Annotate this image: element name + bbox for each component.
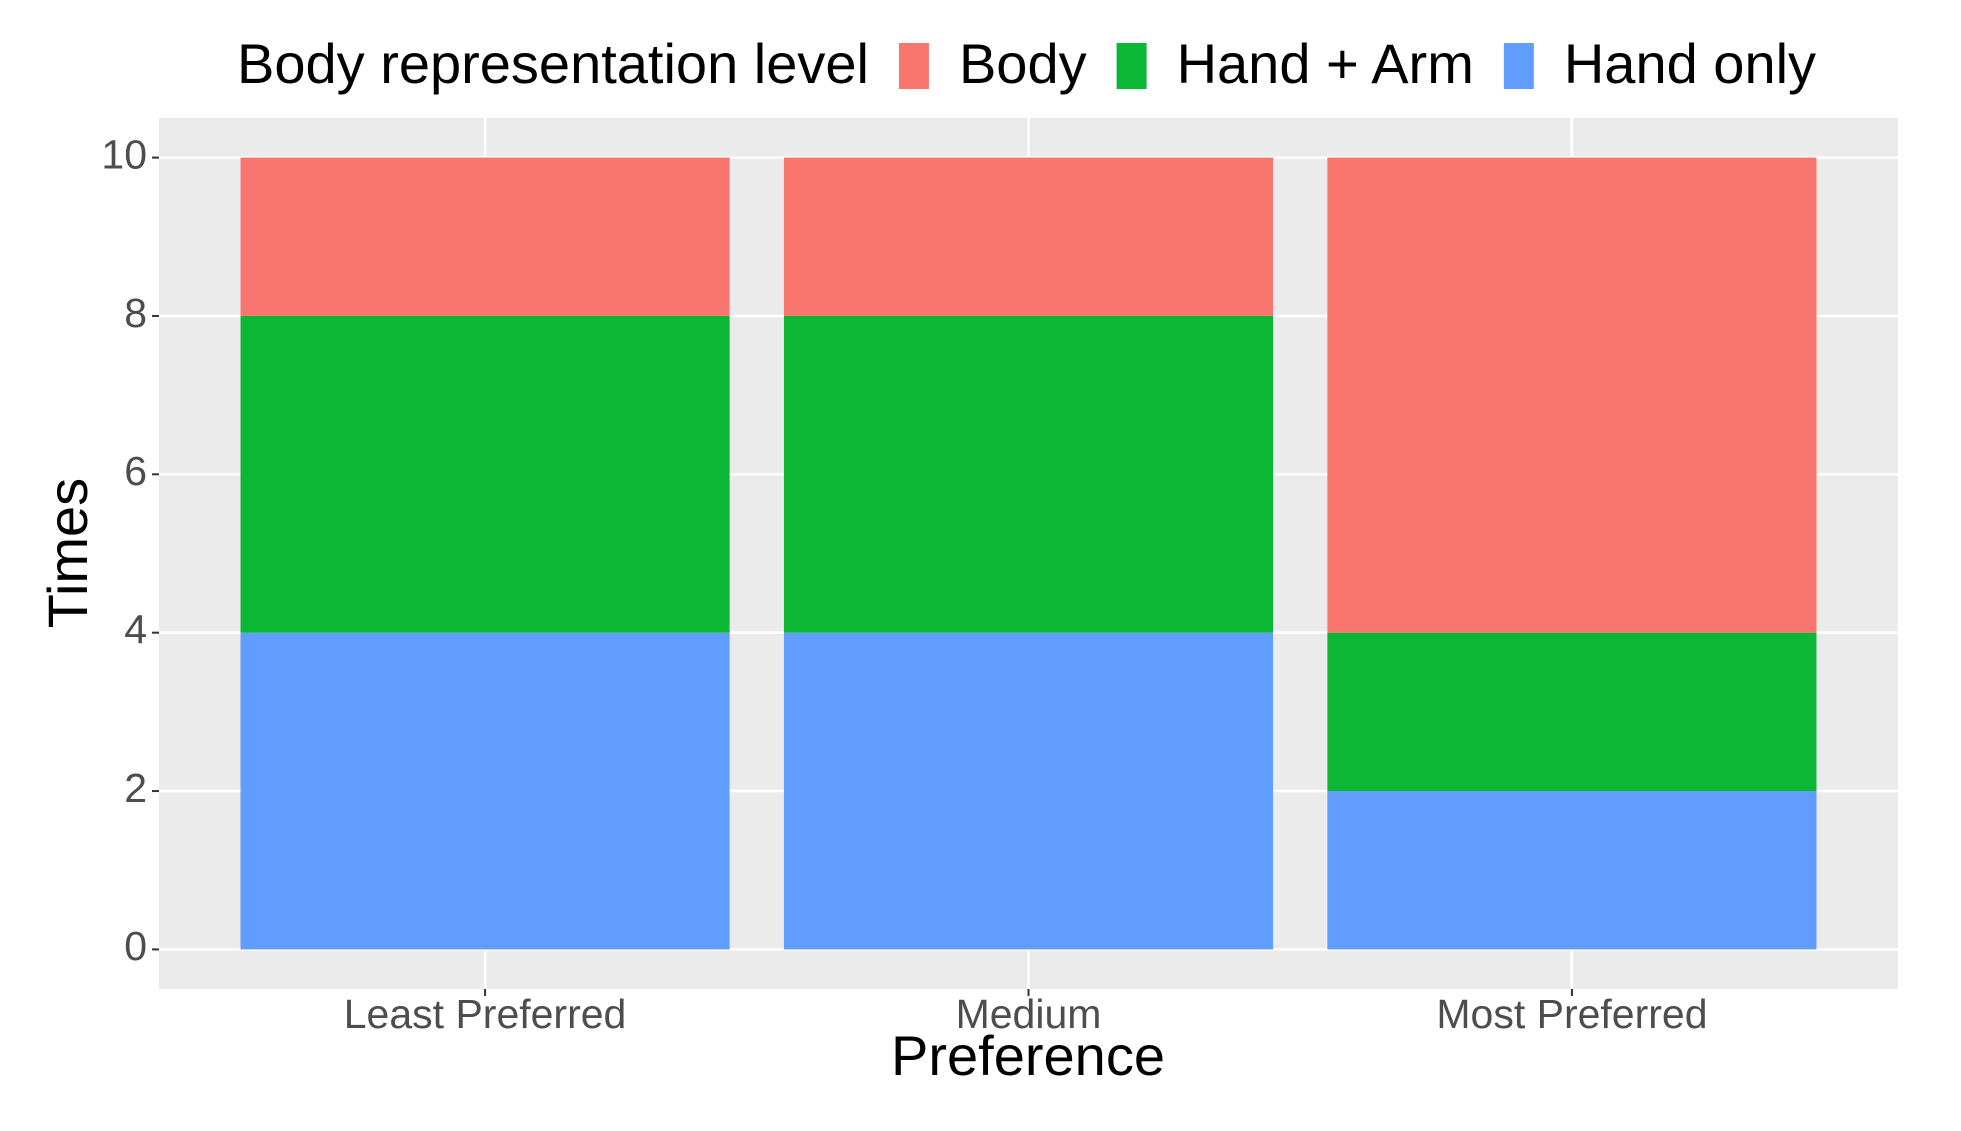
bar-segment [783, 315, 1274, 633]
y-tick-label: 0 [124, 923, 147, 969]
bar-segment [1327, 632, 1817, 792]
bar-segment [783, 157, 1274, 316]
legend-label: Hand + Arm [1177, 32, 1474, 95]
y-tick-label: 2 [124, 765, 147, 811]
x-tick-label: Most Preferred [1436, 991, 1707, 1037]
legend: Body representation level Body Hand + Arm… [237, 32, 1816, 95]
y-tick-label: 6 [124, 448, 147, 494]
y-tick-label: 8 [124, 290, 147, 336]
y-axis-title: Times [36, 478, 99, 628]
bar-segment [783, 632, 1274, 950]
bar-segment [240, 157, 730, 316]
y-tick-label: 10 [101, 131, 147, 177]
bar-segment [1327, 157, 1817, 633]
bar-segment [240, 315, 730, 633]
x-tick-label: Medium [956, 991, 1102, 1037]
legend-label: Hand only [1564, 32, 1816, 95]
legend-key [898, 43, 929, 89]
x-tick-label: Least Preferred [344, 991, 627, 1037]
x-axis-title: Preference [891, 1024, 1165, 1087]
bar-segment [1327, 791, 1817, 950]
legend-label: Body [959, 32, 1087, 95]
legend-key [1116, 43, 1147, 89]
bar-segment [240, 632, 730, 950]
legend-title: Body representation level [237, 32, 869, 95]
legend-key [1503, 43, 1534, 89]
y-tick-label: 4 [124, 607, 147, 653]
